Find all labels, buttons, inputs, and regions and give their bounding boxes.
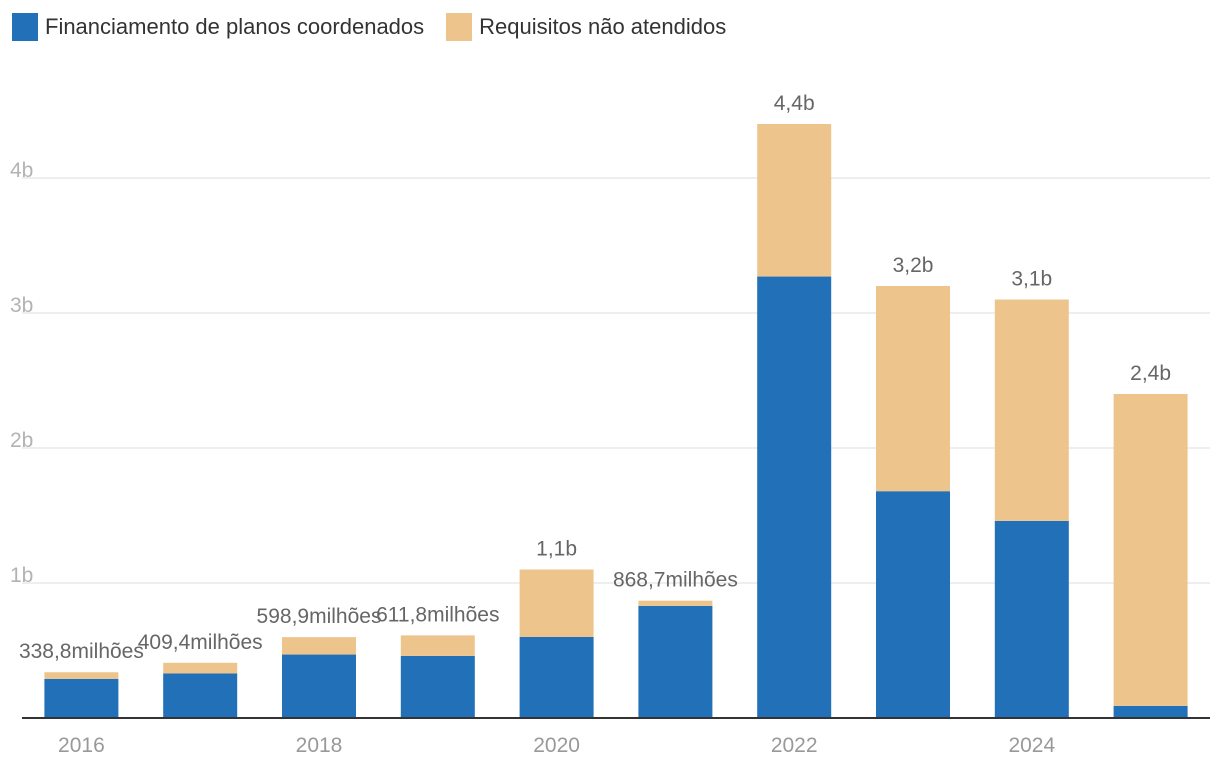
- total-label-2022: 4,4b: [774, 92, 815, 115]
- total-label-2023: 3,2b: [893, 254, 934, 277]
- bar-unmet-2023: [876, 286, 950, 492]
- total-label-2017: 409,4milhões: [138, 631, 263, 654]
- bar-coordinated-2021: [638, 605, 713, 718]
- total-label-2020: 1,1b: [536, 538, 577, 561]
- legend-swatch-unmet: [446, 13, 473, 41]
- x-tick-label-2018: 2018: [296, 734, 343, 757]
- y-tick-label-2b: 2b: [10, 429, 33, 452]
- bar-unmet-2019: [400, 635, 475, 656]
- total-label-2019: 611,8milhões: [376, 603, 499, 626]
- bar-unmet-2016: [44, 672, 119, 679]
- x-tick-label-2020: 2020: [533, 734, 580, 757]
- bar-coordinated-2023: [876, 491, 950, 718]
- legend: Financiamento de planos coordenados Requ…: [12, 12, 748, 42]
- bar-coordinated-2018: [282, 654, 356, 718]
- bar-unmet-2017: [163, 662, 238, 674]
- total-label-2021: 868,7milhões: [613, 569, 738, 592]
- bar-coordinated-2025: [1113, 705, 1188, 718]
- total-label-2025: 2,4b: [1130, 362, 1171, 385]
- bar-coordinated-2020: [519, 637, 594, 718]
- bar-unmet-2025: [1113, 394, 1188, 706]
- bar-unmet-2020: [519, 569, 594, 637]
- total-label-2016: 338,8milhões: [19, 640, 144, 663]
- y-tick-label-4b: 4b: [10, 159, 33, 182]
- total-label-2018: 598,9milhões: [257, 605, 382, 628]
- legend-label-coordinated: Financiamento de planos coordenados: [45, 14, 425, 39]
- bar-coordinated-2016: [44, 678, 119, 718]
- bar-unmet-2024: [994, 299, 1069, 521]
- bar-unmet-2022: [757, 124, 832, 277]
- legend-item-coordinated[interactable]: Financiamento de planos coordenados: [12, 13, 424, 41]
- bar-coordinated-2017: [163, 673, 238, 718]
- legend-item-unmet[interactable]: Requisitos não atendidos: [446, 13, 726, 41]
- y-tick-label-3b: 3b: [10, 294, 33, 317]
- bar-coordinated-2022: [757, 276, 832, 718]
- x-tick-label-2016: 2016: [58, 734, 105, 757]
- bar-unmet-2021: [638, 600, 713, 606]
- x-tick-label-2022: 2022: [771, 734, 818, 757]
- x-tick-label-2024: 2024: [1008, 734, 1055, 757]
- bar-unmet-2018: [282, 637, 356, 655]
- y-tick-label-1b: 1b: [10, 564, 33, 587]
- total-label-2024: 3,1b: [1011, 268, 1052, 291]
- bar-coordinated-2019: [400, 655, 475, 718]
- legend-swatch-coordinated: [12, 13, 38, 41]
- bar-coordinated-2024: [994, 520, 1069, 718]
- legend-label-unmet: Requisitos não atendidos: [479, 14, 727, 39]
